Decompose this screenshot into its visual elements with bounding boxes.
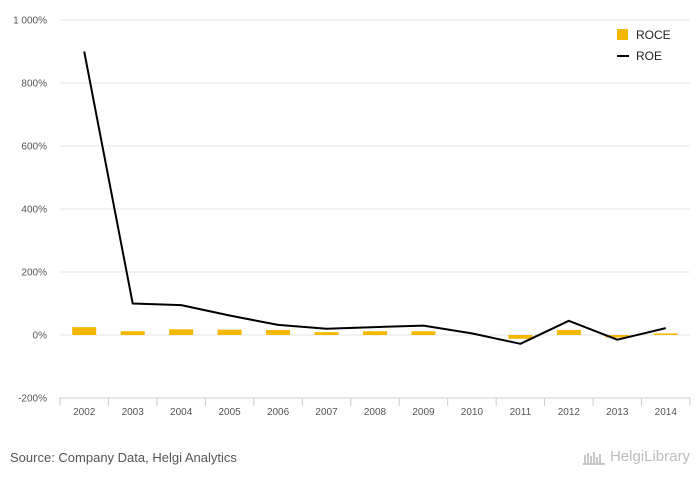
brand-name: HelgiLibrary xyxy=(609,448,690,465)
gridlines xyxy=(60,19,690,336)
legend-swatch-roce xyxy=(617,29,628,40)
x-tick-label: 2012 xyxy=(558,407,581,418)
legend-label-roce: ROCE xyxy=(636,28,671,42)
y-axis: 1 000% 800% 600% 400% 200% 0% -200% xyxy=(13,16,47,405)
y-tick-label: -200% xyxy=(18,394,47,405)
x-tick-label: 2009 xyxy=(412,407,435,418)
roce-bar xyxy=(508,335,533,339)
roe-line-group xyxy=(83,51,667,345)
x-tick-label: 2013 xyxy=(606,407,629,418)
x-tick-label: 2002 xyxy=(73,407,96,418)
x-tick-label: 2003 xyxy=(122,407,145,418)
roce-bar xyxy=(411,331,436,335)
roce-bar xyxy=(120,331,145,335)
roce-bars xyxy=(72,327,678,339)
roce-bar xyxy=(72,327,97,335)
roce-bar xyxy=(653,333,678,335)
y-tick-label: 200% xyxy=(21,268,47,279)
chart: 1 000%800%600%400%200%0%-200% 2002 2003 20… xyxy=(13,16,691,418)
roce-bar xyxy=(169,329,194,335)
y-tick-label: 600% xyxy=(21,142,47,153)
y-tick-label: 1 000% xyxy=(13,16,47,27)
brand-logo: HelgiLibrary xyxy=(582,448,690,465)
x-tick-label: 2006 xyxy=(267,407,290,418)
source-note: Source: Company Data, Helgi Analytics xyxy=(10,450,237,465)
x-tick-label: 2011 xyxy=(510,407,532,418)
x-tick-label: 2010 xyxy=(461,407,484,418)
roce-bar xyxy=(605,335,630,338)
y-tick-label: 800% xyxy=(21,79,47,90)
roce-bar xyxy=(266,329,291,335)
roce-bar xyxy=(556,329,581,335)
x-tick-label: 2008 xyxy=(364,407,387,418)
x-tick-label: 2004 xyxy=(170,407,193,418)
x-tick-label: 2014 xyxy=(655,407,678,418)
helgi-library-icon xyxy=(582,451,605,465)
y-tick-label: 0% xyxy=(33,331,48,342)
x-tick-label: 2005 xyxy=(218,407,241,418)
roce-bar xyxy=(363,331,387,335)
y-tick-label: 400% xyxy=(21,205,47,216)
legend: ROCE ROE xyxy=(617,28,671,63)
roce-bar xyxy=(217,329,242,335)
legend-label-roe: ROE xyxy=(636,49,662,63)
roe-line xyxy=(83,51,667,345)
x-tick-label: 2007 xyxy=(315,407,338,418)
roce-bar xyxy=(314,332,339,335)
x-axis: 2002 2003 2004 2005 2006 2007 2008 2009 2010 2011… xyxy=(59,397,691,418)
